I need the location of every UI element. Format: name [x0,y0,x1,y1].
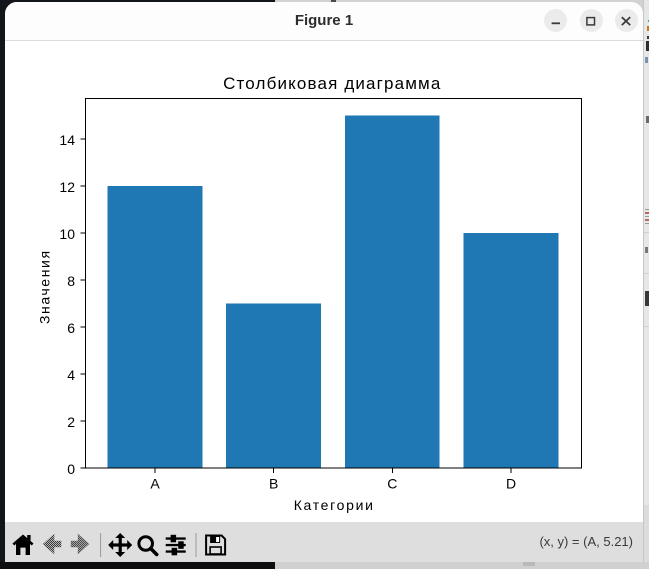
svg-text:12: 12 [59,179,75,195]
svg-text:14: 14 [59,132,75,148]
svg-text:Значения: Значения [37,249,53,324]
svg-text:Столбиковая диаграмма: Столбиковая диаграмма [223,74,441,93]
svg-text:B: B [269,475,278,491]
svg-text:2: 2 [67,414,75,430]
svg-text:A: A [150,475,160,491]
svg-text:8: 8 [67,273,75,289]
svg-text:6: 6 [67,320,75,336]
svg-text:Категории: Категории [294,497,375,513]
svg-text:10: 10 [59,226,75,242]
svg-text:C: C [387,475,397,491]
svg-text:0: 0 [67,461,75,477]
svg-text:4: 4 [67,367,75,383]
svg-text:D: D [506,475,516,491]
